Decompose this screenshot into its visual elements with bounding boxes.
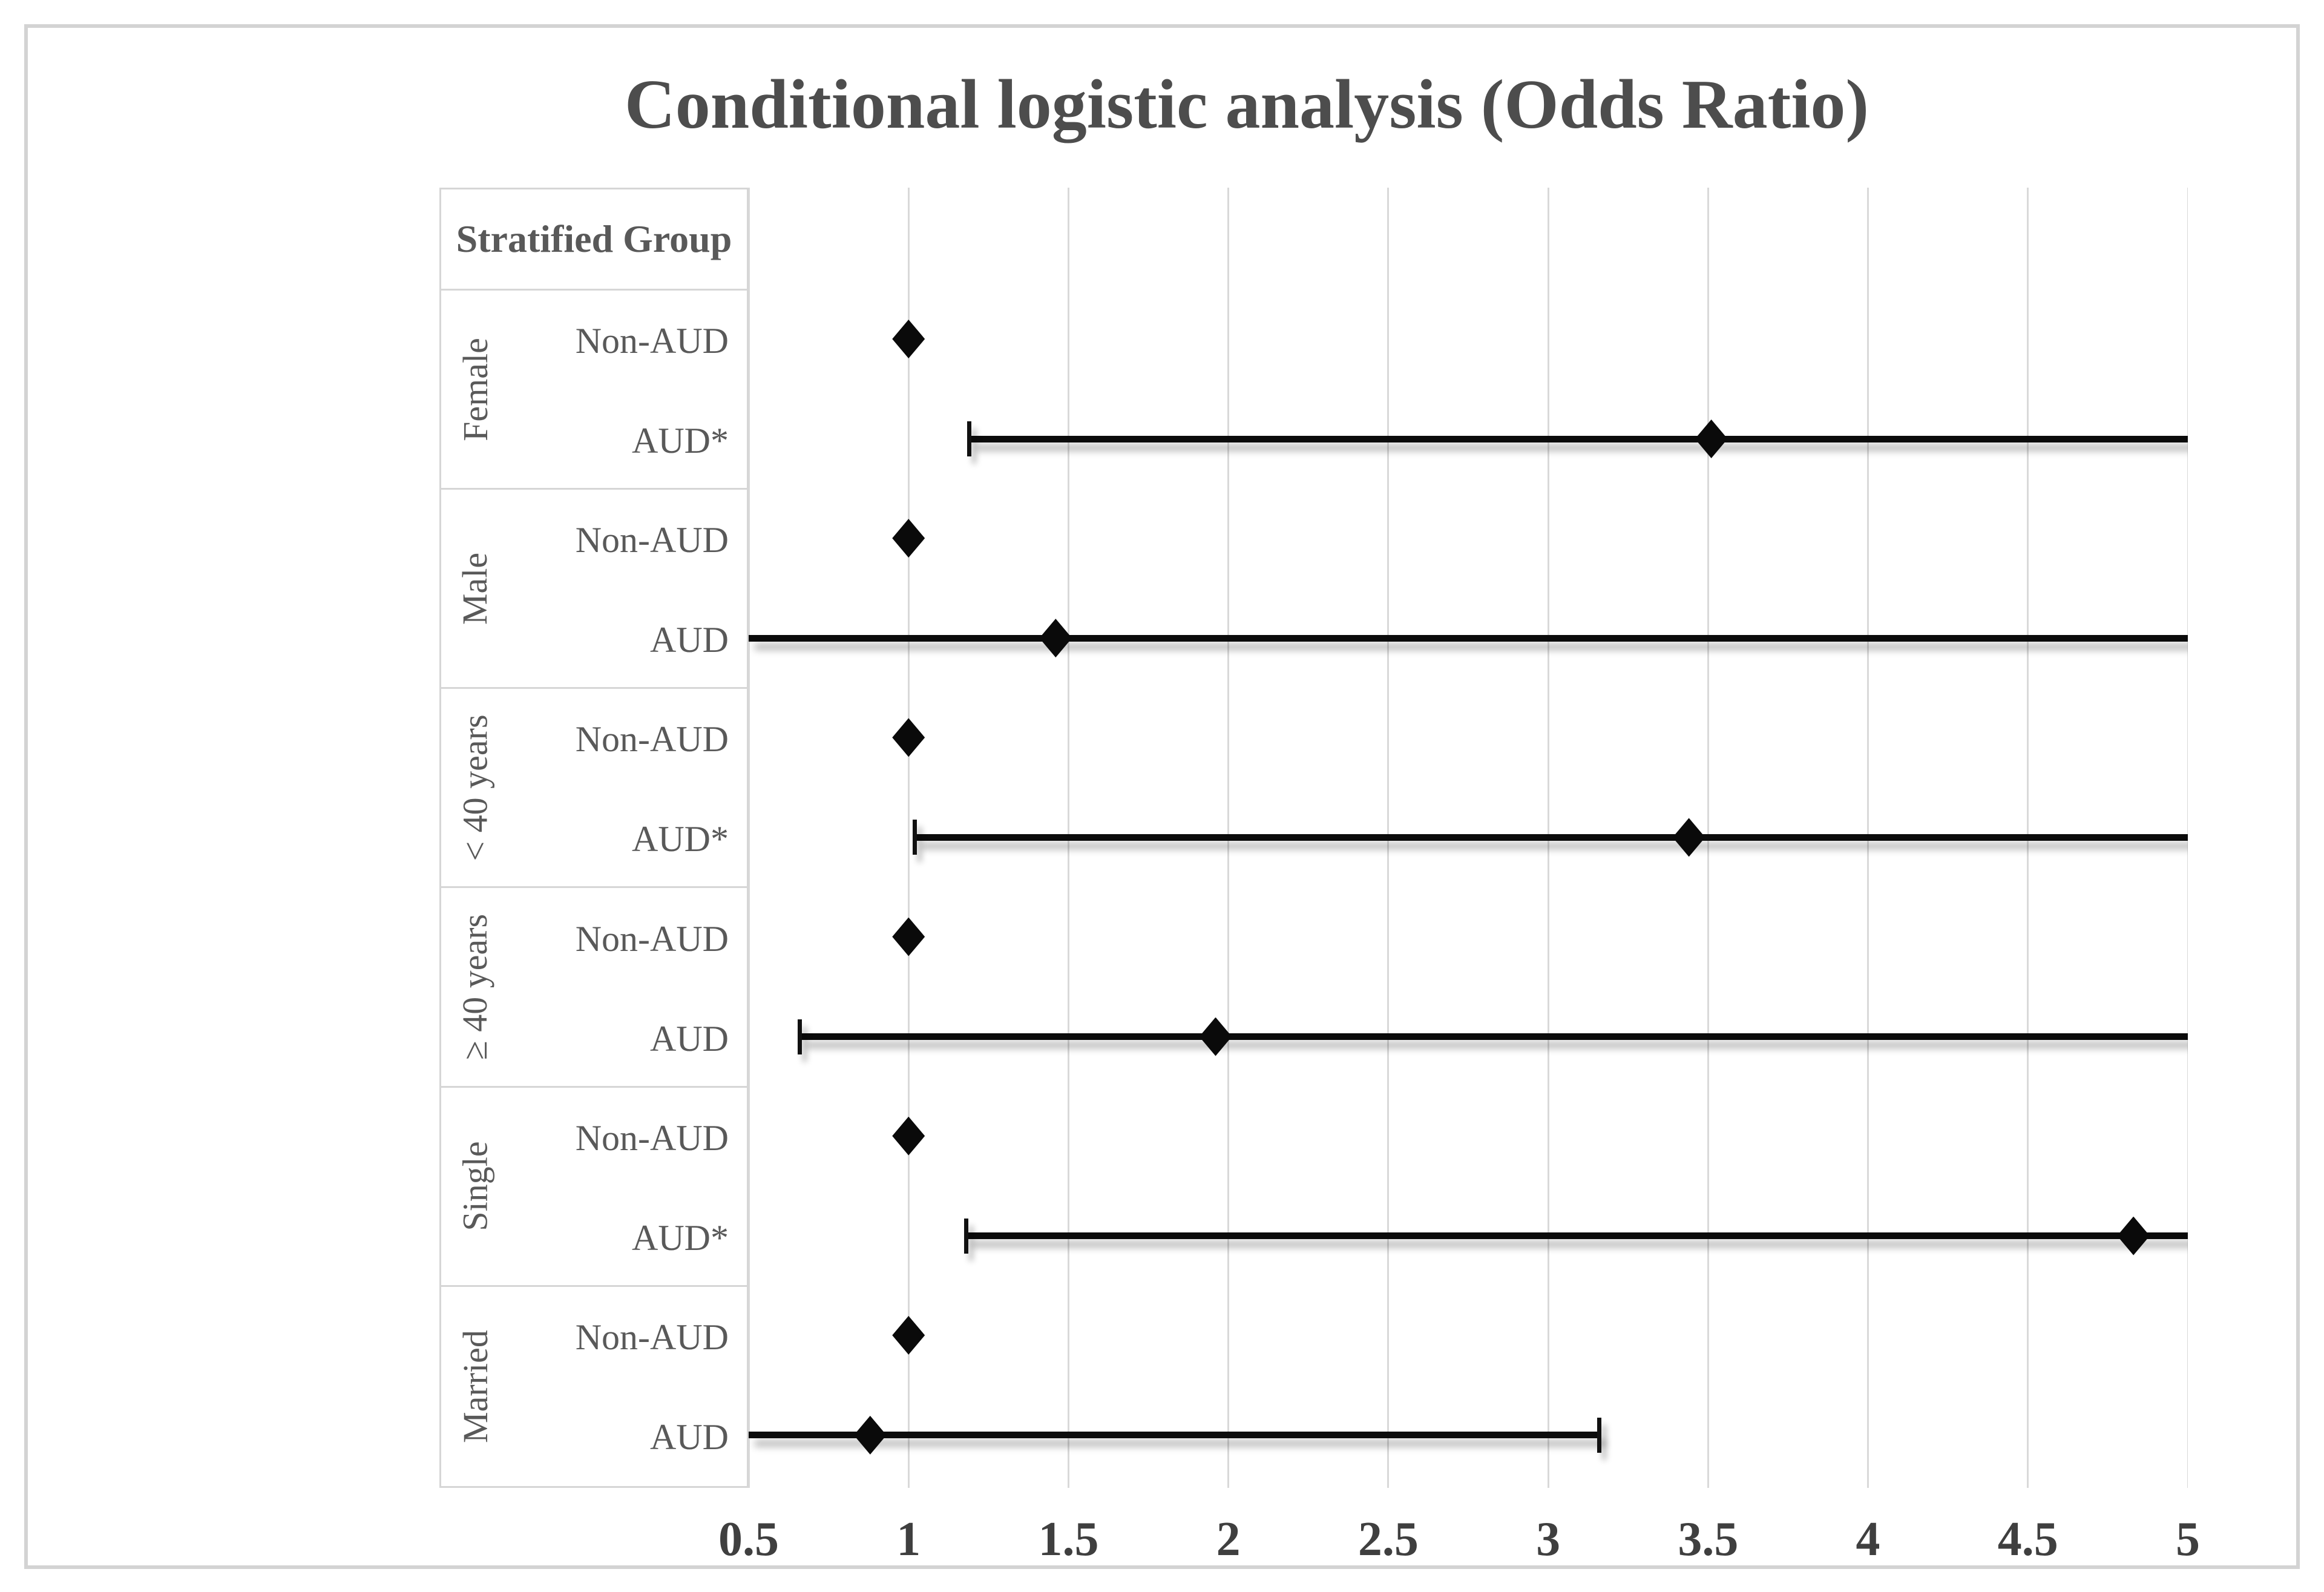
x-axis: 0.5 1 1.5 2 2.5 3 3.5 4 4.5 5: [0, 1510, 2324, 1568]
group-section: Single Non-AUD AUD*: [441, 1088, 747, 1287]
gridline-0.5: [749, 188, 750, 1488]
ci-line: [969, 435, 2188, 442]
x-tick-label: 0.5: [718, 1513, 779, 1566]
odds-ratio-marker: [1695, 419, 1728, 458]
x-tick-label: 1: [896, 1513, 921, 1566]
group-label: Female: [441, 291, 509, 488]
x-tick-label: 3: [1536, 1513, 1561, 1566]
gridline-1: [907, 188, 910, 1488]
odds-ratio-marker-reference: [892, 1116, 925, 1156]
odds-ratio-marker-reference: [892, 718, 925, 757]
group-label: Married: [441, 1287, 509, 1486]
row-label: AUD: [650, 1416, 729, 1457]
group-section: ≥ 40 years Non-AUD AUD: [441, 889, 747, 1088]
chart-title: Conditional logistic analysis (Odds Rati…: [624, 66, 1869, 143]
group-label-text: < 40 years: [455, 714, 495, 861]
stratified-group-table: Stratified Group Female Non-AUD AUD* Male No…: [439, 188, 749, 1488]
x-tick-label: 2.5: [1357, 1513, 1419, 1566]
row-label: Non-AUD: [575, 321, 729, 361]
ci-line: [914, 834, 2188, 841]
odds-ratio-marker: [2117, 1216, 2150, 1255]
group-label-text: Male: [455, 552, 495, 625]
group-label-text: ≥ 40 years: [455, 913, 495, 1061]
group-label-text: Married: [455, 1330, 495, 1443]
ci-cap-high: [1597, 1417, 1602, 1453]
ci-cap-low: [963, 1218, 968, 1254]
row-label: Non-AUD: [575, 1117, 729, 1158]
row-label: AUD*: [632, 819, 729, 860]
x-tick-label: 5: [2176, 1513, 2200, 1566]
row-label: AUD*: [632, 1217, 729, 1258]
x-tick-label: 4: [1856, 1513, 1880, 1566]
group-label: Single: [441, 1088, 509, 1285]
x-tick-label: 4.5: [1997, 1513, 2058, 1566]
group-section: < 40 years Non-AUD AUD*: [441, 689, 747, 889]
row-label: AUD*: [632, 421, 729, 461]
figure-frame: [24, 24, 2300, 1569]
forest-plot-area: [749, 188, 2188, 1488]
row-label: Non-AUD: [575, 520, 729, 561]
group-label: < 40 years: [441, 689, 509, 886]
odds-ratio-marker-reference: [892, 1315, 925, 1355]
row-label: Non-AUD: [575, 918, 729, 959]
ci-cap-low: [798, 1019, 803, 1054]
ci-line: [749, 634, 2188, 642]
odds-ratio-marker: [853, 1415, 887, 1455]
odds-ratio-marker-reference: [892, 519, 925, 558]
group-label: ≥ 40 years: [441, 889, 509, 1086]
group-section: Male Non-AUD AUD: [441, 490, 747, 689]
row-label: Non-AUD: [575, 719, 729, 760]
x-tick-label: 1.5: [1038, 1513, 1099, 1566]
ci-cap-low: [913, 820, 917, 855]
ci-line: [749, 1432, 1600, 1439]
x-tick-label: 3.5: [1678, 1513, 1739, 1566]
group-label-text: Single: [455, 1141, 495, 1231]
odds-ratio-marker-reference: [892, 320, 925, 358]
row-label: AUD: [650, 1018, 729, 1059]
row-label: AUD: [650, 620, 729, 660]
ci-line: [966, 1232, 2188, 1240]
table-header: Stratified Group: [441, 189, 747, 291]
group-label-text: Female: [455, 337, 495, 441]
group-section: Married Non-AUD AUD: [441, 1287, 747, 1486]
odds-ratio-marker-reference: [892, 917, 925, 956]
group-label: Male: [441, 490, 509, 687]
ci-cap-low: [967, 421, 972, 456]
odds-ratio-marker: [1672, 818, 1705, 857]
row-label: Non-AUD: [575, 1317, 729, 1357]
x-tick-label: 2: [1216, 1513, 1241, 1566]
ci-line: [799, 1033, 2188, 1040]
group-section: Female Non-AUD AUD*: [441, 291, 747, 490]
